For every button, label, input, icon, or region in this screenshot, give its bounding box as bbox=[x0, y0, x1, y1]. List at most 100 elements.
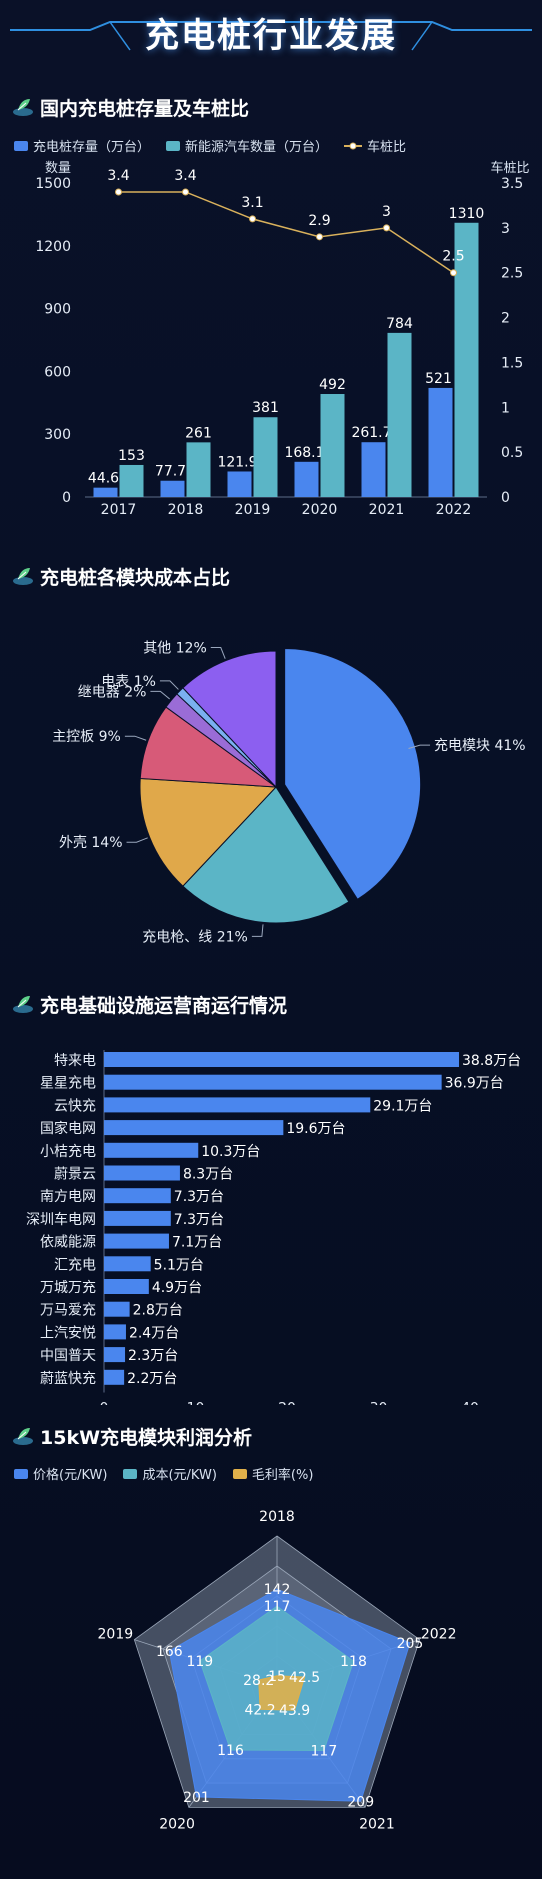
bar-chargers bbox=[227, 471, 252, 497]
pie-slice-label: 电表 1% bbox=[101, 674, 156, 690]
legend-label: 毛利率(%) bbox=[251, 1468, 314, 1483]
x-tick-label: 2017 bbox=[101, 502, 137, 518]
hbar bbox=[104, 1279, 149, 1294]
pie-leader-line bbox=[150, 690, 170, 700]
hbar-value-label: 8.3万台 bbox=[183, 1167, 233, 1183]
legend-item-cost[interactable]: 成本(元/KW) bbox=[123, 1464, 217, 1483]
bar-value-label: 521 bbox=[425, 371, 452, 387]
page-title: 充电桩行业发展 bbox=[145, 16, 397, 56]
cost-pie-chart: 充电模块 41% 充电枪、线 21% 外壳 14% 主控板 9% 继电器 2%电表 1%… bbox=[52, 641, 526, 946]
hbar-value-label: 29.1万台 bbox=[373, 1098, 432, 1114]
section-header-profit: 15kW充电模块利润分析 bbox=[12, 1422, 252, 1450]
ratio-point bbox=[383, 224, 390, 232]
bar-ev bbox=[253, 417, 278, 497]
pie-leader-line bbox=[210, 647, 226, 659]
bar-value-label: 261.7 bbox=[351, 425, 391, 441]
y-tick-label: 900 bbox=[44, 302, 71, 318]
bar-value-label: 784 bbox=[386, 316, 413, 332]
hbar-value-label: 10.3万台 bbox=[201, 1144, 260, 1160]
bar-value-label: 381 bbox=[252, 400, 279, 416]
bar-ev bbox=[119, 464, 144, 497]
radar-value-label: 42.2 bbox=[245, 1702, 276, 1718]
x-tick-label: 20 bbox=[278, 1401, 296, 1406]
radar-axis-label: 2019 bbox=[98, 1626, 134, 1642]
legend-item-margin[interactable]: 毛利率(%) bbox=[232, 1464, 314, 1483]
y-right-tick-label: 0.5 bbox=[501, 445, 523, 461]
radar-value-label: 42.5 bbox=[289, 1670, 320, 1686]
y-right-tick-label: 3.5 bbox=[501, 176, 523, 192]
legend-item-chargers[interactable]: 充电桩存量（万台） bbox=[14, 136, 150, 155]
pie-slice-label: 其他 12% bbox=[143, 641, 207, 657]
leaf-globe-icon bbox=[13, 996, 33, 1013]
bar-ev bbox=[320, 394, 345, 497]
section-title: 15kW充电模块利润分析 bbox=[40, 1426, 253, 1449]
radar-axis-label: 2022 bbox=[421, 1626, 457, 1642]
hbar-value-label: 2.4万台 bbox=[129, 1325, 179, 1341]
hbar-value-label: 5.1万台 bbox=[154, 1257, 204, 1273]
x-tick-label: 2018 bbox=[168, 502, 204, 518]
legend-item-ratio[interactable]: 车桩比 bbox=[344, 136, 406, 155]
hbar-value-label: 7.3万台 bbox=[174, 1189, 224, 1205]
category-label: 南方电网 bbox=[40, 1189, 96, 1205]
x-tick-label: 10 bbox=[187, 1401, 205, 1406]
hbar bbox=[104, 1369, 125, 1385]
legend-swatch bbox=[123, 1468, 138, 1479]
ratio-line bbox=[118, 191, 454, 274]
leaf-globe-icon bbox=[13, 568, 33, 585]
bar-value-label: 168.1 bbox=[284, 445, 324, 461]
radar-value-label: 201 bbox=[183, 1790, 210, 1806]
bar-ev bbox=[387, 332, 412, 497]
y-axis-label: 数量 bbox=[45, 161, 71, 176]
pie-leader-line bbox=[124, 735, 147, 741]
stock-legend: 充电桩存量（万台） 新能源汽车数量（万台） 车桩比 bbox=[14, 136, 422, 155]
category-label: 国家电网 bbox=[40, 1120, 96, 1137]
section-title: 国内充电桩存量及车桩比 bbox=[40, 97, 250, 120]
radar-value-label: 117 bbox=[264, 1599, 291, 1615]
section-header-cost: 充电桩各模块成本占比 bbox=[12, 562, 230, 590]
category-label: 中国普天 bbox=[40, 1348, 96, 1364]
legend-label: 成本(元/KW) bbox=[142, 1468, 217, 1483]
legend-swatch bbox=[14, 140, 28, 151]
bar-value-label: 77.7 bbox=[155, 464, 186, 480]
pie-slice-label: 充电枪、线 21% bbox=[142, 928, 248, 945]
x-tick-label: 30 bbox=[370, 1401, 388, 1406]
pie-leader-line bbox=[408, 744, 431, 749]
y-tick-label: 1500 bbox=[35, 176, 71, 192]
x-tick-label: 2021 bbox=[369, 502, 405, 518]
pie-slice-label: 外壳 14% bbox=[59, 834, 123, 851]
pie-slice-label: 充电模块 41% bbox=[434, 738, 526, 754]
hbar-value-label: 2.8万台 bbox=[133, 1303, 183, 1319]
category-label: 汇充电 bbox=[54, 1257, 96, 1273]
category-label: 深圳车电网 bbox=[26, 1211, 96, 1228]
hbar-value-label: 7.3万台 bbox=[174, 1212, 224, 1228]
ratio-point bbox=[450, 269, 457, 277]
hbar-value-label: 36.9万台 bbox=[445, 1076, 504, 1092]
hbar bbox=[104, 1052, 460, 1067]
bar-ev bbox=[186, 442, 211, 497]
hbar bbox=[104, 1256, 151, 1272]
radar-value-label: 119 bbox=[186, 1654, 213, 1670]
bar-chargers bbox=[361, 442, 386, 497]
radar-value-label: 142 bbox=[264, 1582, 291, 1598]
category-label: 上汽安悦 bbox=[40, 1325, 96, 1341]
bar-value-label: 1310 bbox=[449, 206, 485, 222]
title-decoration bbox=[10, 21, 532, 52]
radar-value-label: 43.9 bbox=[279, 1703, 310, 1719]
pie-slice bbox=[139, 777, 278, 887]
hbar bbox=[104, 1165, 180, 1181]
legend-item-ev[interactable]: 新能源汽车数量（万台） bbox=[166, 136, 328, 155]
bar-value-label: 492 bbox=[319, 377, 346, 393]
ratio-value-label: 2.9 bbox=[308, 213, 330, 229]
legend-line-marker bbox=[344, 142, 363, 149]
radar-axis-label: 2020 bbox=[159, 1817, 195, 1833]
y-right-tick-label: 2.5 bbox=[501, 266, 523, 282]
section-header-stock: 国内充电桩存量及车桩比 bbox=[12, 93, 249, 121]
hbar bbox=[104, 1074, 442, 1090]
hbar bbox=[104, 1097, 371, 1113]
pie-slice-label: 主控板 9% bbox=[52, 729, 121, 745]
y-right-tick-label: 0 bbox=[501, 490, 510, 506]
category-label: 星星充电 bbox=[40, 1076, 96, 1092]
legend-swatch bbox=[232, 1468, 247, 1479]
ratio-value-label: 3 bbox=[382, 204, 391, 220]
legend-item-price[interactable]: 价格(元/KW) bbox=[14, 1464, 107, 1483]
